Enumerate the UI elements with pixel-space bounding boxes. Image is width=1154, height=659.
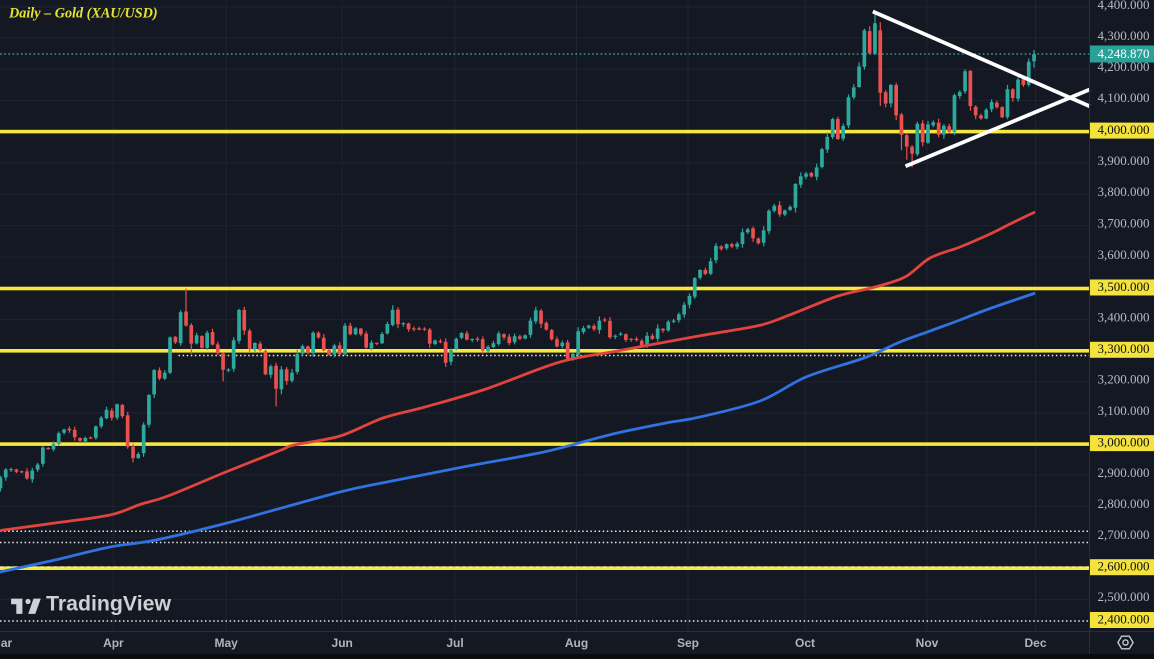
svg-text:3,300.000: 3,300.000 xyxy=(1098,341,1150,356)
svg-text:May: May xyxy=(215,636,239,650)
svg-text:3,000.000: 3,000.000 xyxy=(1098,434,1150,449)
svg-text:2,600.000: 2,600.000 xyxy=(1098,559,1150,574)
svg-text:3,600.000: 3,600.000 xyxy=(1098,247,1150,262)
svg-text:3,500.000: 3,500.000 xyxy=(1098,279,1150,294)
svg-text:3,900.000: 3,900.000 xyxy=(1098,153,1150,168)
svg-text:2,500.000: 2,500.000 xyxy=(1098,589,1150,604)
svg-text:3,800.000: 3,800.000 xyxy=(1098,184,1150,199)
svg-text:2,800.000: 2,800.000 xyxy=(1098,496,1150,511)
svg-text:4,248.870: 4,248.870 xyxy=(1098,46,1150,61)
svg-text:3,200.000: 3,200.000 xyxy=(1098,372,1150,387)
svg-text:2,900.000: 2,900.000 xyxy=(1098,465,1150,480)
svg-text:4,200.000: 4,200.000 xyxy=(1098,59,1150,74)
svg-text:Dec: Dec xyxy=(1024,636,1046,650)
svg-text:2,400.000: 2,400.000 xyxy=(1098,611,1150,626)
svg-text:Mar: Mar xyxy=(0,636,12,650)
svg-text:4,000.000: 4,000.000 xyxy=(1098,122,1150,137)
svg-text:Sep: Sep xyxy=(677,636,699,650)
svg-text:2,700.000: 2,700.000 xyxy=(1098,527,1150,542)
svg-text:Nov: Nov xyxy=(916,636,939,650)
svg-text:Aug: Aug xyxy=(565,636,588,650)
svg-text:Oct: Oct xyxy=(795,636,815,650)
svg-text:TradingView: TradingView xyxy=(46,592,171,616)
svg-text:Daily – Gold (XAU/USD): Daily – Gold (XAU/USD) xyxy=(8,6,158,22)
svg-text:Jun: Jun xyxy=(332,636,353,650)
svg-text:3,700.000: 3,700.000 xyxy=(1098,216,1150,231)
svg-text:Jul: Jul xyxy=(446,636,463,650)
svg-text:3,400.000: 3,400.000 xyxy=(1098,309,1150,324)
svg-text:4,100.000: 4,100.000 xyxy=(1098,90,1150,105)
svg-text:4,300.000: 4,300.000 xyxy=(1098,28,1150,43)
svg-text:4,400.000: 4,400.000 xyxy=(1098,0,1150,12)
svg-text:3,100.000: 3,100.000 xyxy=(1098,403,1150,418)
svg-text:Apr: Apr xyxy=(103,636,124,650)
